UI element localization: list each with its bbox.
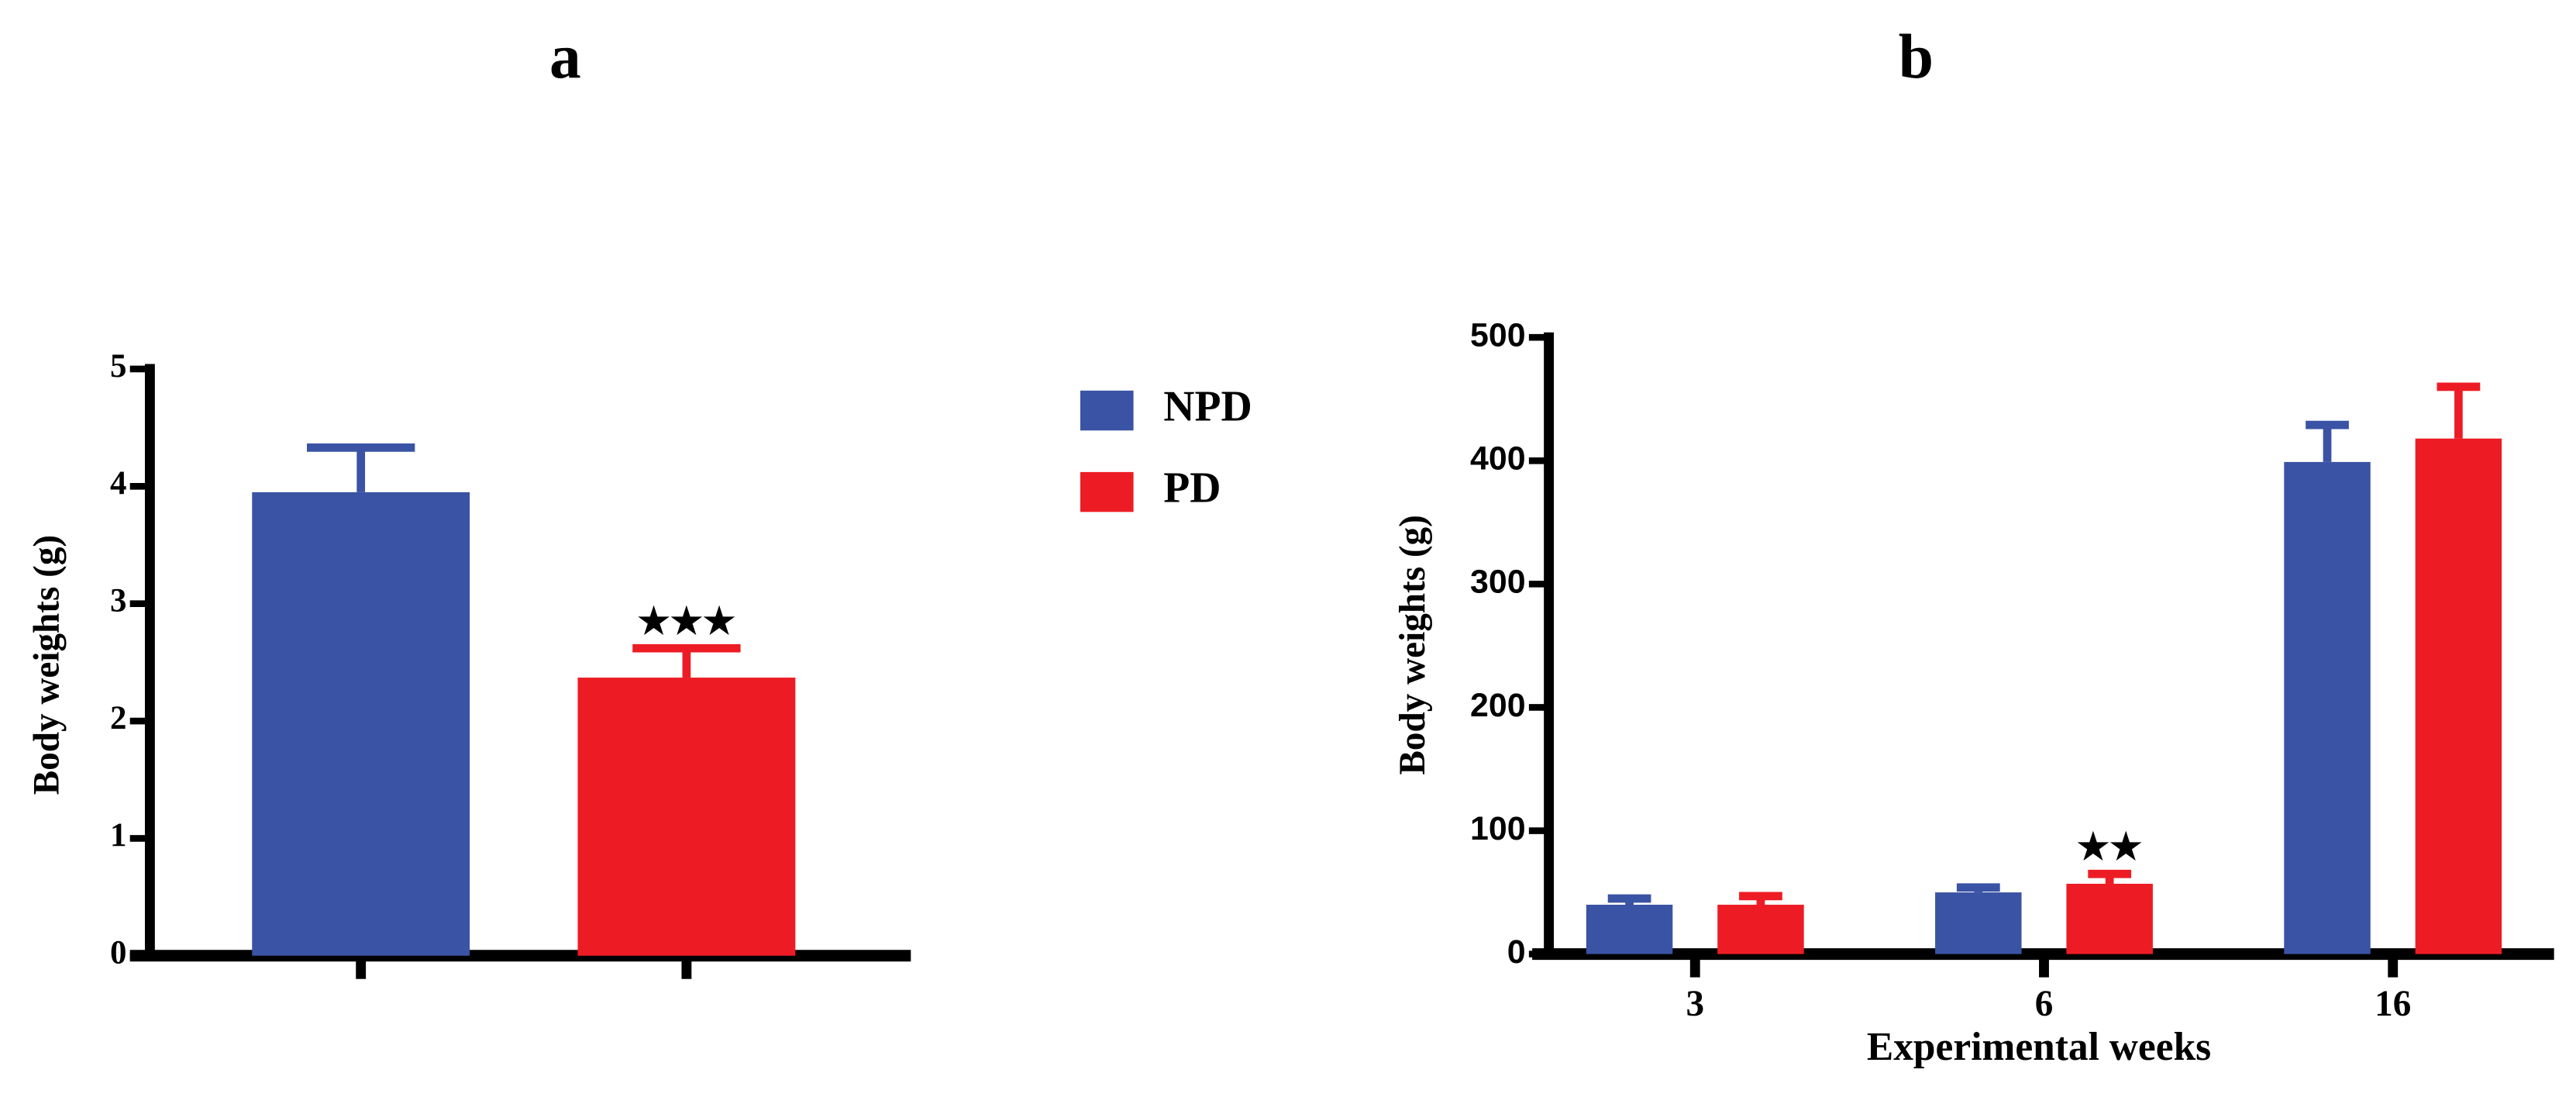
- y-tick-label: 300: [1470, 564, 1526, 601]
- y-axis-label: Body weights (g): [27, 535, 67, 795]
- bar: [1935, 892, 2022, 954]
- y-axis-label: Body weights (g): [1393, 515, 1433, 774]
- y-tick-label: 500: [1470, 317, 1526, 354]
- y-tick-label: 1: [110, 817, 126, 854]
- x-axis-label: Experimental weeks: [1867, 1025, 2211, 1069]
- x-tick-label: 6: [2035, 984, 2054, 1024]
- y-tick-label: 100: [1470, 810, 1526, 847]
- bar: [2415, 438, 2502, 954]
- y-tick-label: 400: [1470, 440, 1526, 478]
- bar: [1586, 904, 1673, 954]
- bar: [1717, 904, 1804, 954]
- x-tick-label: 3: [1686, 984, 1704, 1024]
- legend-swatch: [1080, 390, 1134, 431]
- bar: [2066, 883, 2153, 954]
- chart-title: b: [1899, 21, 1934, 91]
- y-tick-label: 2: [110, 700, 126, 737]
- legend-label: NPD: [1163, 382, 1252, 430]
- y-tick-label: 5: [110, 348, 126, 385]
- y-tick-label: 0: [110, 935, 126, 971]
- bar: [252, 492, 470, 956]
- bar: [577, 678, 796, 956]
- significance: ★★★: [637, 602, 735, 642]
- legend-swatch: [1080, 471, 1134, 512]
- legend-label: PD: [1163, 464, 1221, 512]
- x-tick-label: 16: [2375, 984, 2411, 1024]
- y-tick-label: 0: [1507, 933, 1526, 971]
- significance: ★★: [2077, 827, 2143, 868]
- y-tick-label: 4: [110, 465, 126, 502]
- chart-title: a: [549, 21, 581, 91]
- y-tick-label: 200: [1470, 687, 1526, 724]
- bar: [2284, 461, 2371, 954]
- y-tick-label: 3: [110, 583, 126, 619]
